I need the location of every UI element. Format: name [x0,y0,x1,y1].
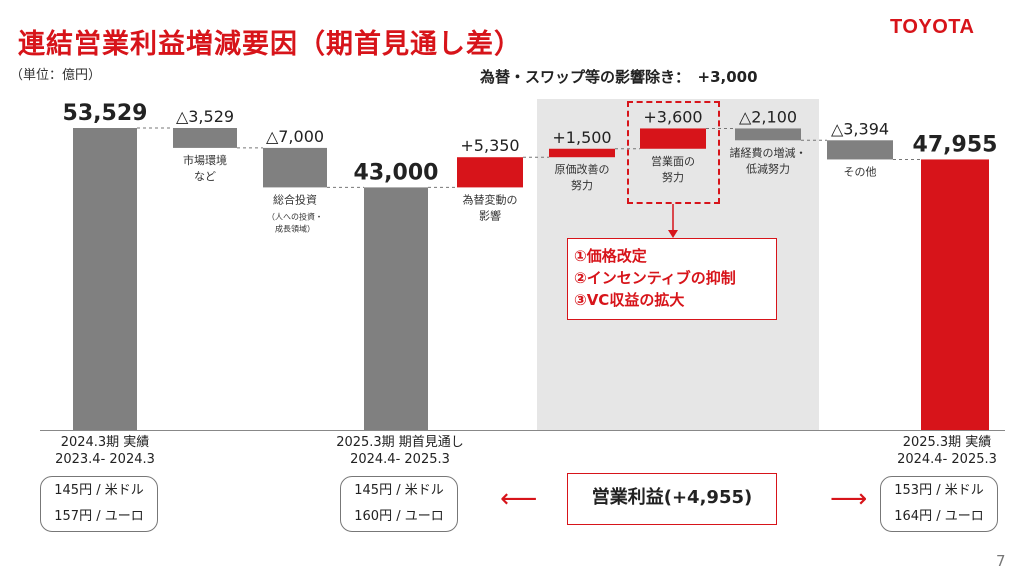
total-bar [921,159,989,431]
value-label: △2,100 [739,107,797,126]
fx-usd: 145円 / 米ドル [354,483,444,498]
unit-label: （単位：億円） [10,68,102,83]
category-label: 為替変動の影響 [463,192,518,222]
period-name: 2024.3期 実績 [60,435,150,450]
period-name: 2025.3期 実績 [902,435,992,450]
measure-item: ①価格改定 [574,247,647,265]
sales-measures-box: ①価格改定 ②インセンティブの抑制 ③VC収益の拡大 [567,238,777,320]
fx-rate-box-2025: 153円 / 米ドル 164円 / ユーロ [880,476,998,532]
fx-usd: 145円 / 米ドル [54,483,144,498]
fx-rate-box-2024: 145円 / 米ドル 157円 / ユーロ [40,476,158,532]
category-label: 諸経費の増減・低減努力 [730,145,807,175]
delta-bar [640,128,706,149]
period-name: 2025.3期 期首見通し [336,435,464,450]
operating-profit-box: 営業利益(+4,955) [567,473,777,525]
period-range: 2024.4- 2025.3 [350,452,450,467]
period-label-2025: 2025.3期 実績 2024.4- 2025.3 [880,434,1014,468]
value-label: 53,529 [63,101,148,126]
value-label: +1,500 [552,128,611,147]
measure-item: ③VC収益の拡大 [574,291,685,309]
fx-eur: 157円 / ユーロ [54,509,144,524]
value-label: +5,350 [460,136,519,155]
value-label: 47,955 [913,132,998,157]
value-label: 43,000 [354,160,439,185]
fx-usd: 153円 / 米ドル [894,483,984,498]
period-range: 2024.4- 2025.3 [897,452,997,467]
fx-rate-box-forecast: 145円 / 米ドル 160円 / ユーロ [340,476,458,532]
delta-bar [263,147,327,188]
category-label: 原価改善の努力 [555,162,610,192]
delta-bar [457,157,523,188]
fx-eur: 160円 / ユーロ [354,509,444,524]
value-label: △3,394 [831,119,889,138]
fx-excluded-note: 為替・スワップ等の影響除き： +3,000 [480,68,758,86]
category-label: その他 [844,165,877,178]
period-label-2024: 2024.3期 実績 2023.4- 2024.3 [38,434,172,468]
delta-bar [735,128,801,141]
sales-effort-highlight-box [627,101,720,204]
category-label: 総合投資（人への投資・成長領域） [267,192,323,233]
fx-eur: 164円 / ユーロ [894,509,984,524]
total-bar [73,128,137,430]
toyota-logo: TOYOTA [890,16,975,38]
period-label-forecast: 2025.3期 期首見通し 2024.4- 2025.3 [320,434,480,468]
delta-bar [173,128,237,148]
value-label: +3,600 [643,107,702,126]
delta-bar [827,140,893,160]
total-bar [364,187,428,430]
category-label: 市場環境など [183,153,227,183]
delta-bar [549,148,615,158]
category-label: 営業面の努力 [651,154,695,184]
value-label: △3,529 [176,107,234,126]
page-number: 7 [996,552,1006,570]
measure-item: ②インセンティブの抑制 [574,269,736,287]
value-label: △7,000 [266,127,324,146]
arrow-right-icon: ⟶ [830,484,868,514]
slide-title: 連結営業利益増減要因（期首見通し差） [18,29,522,60]
arrow-left-icon: ⟵ [500,484,538,514]
chart-baseline [40,430,1005,431]
period-range: 2023.4- 2024.3 [55,452,155,467]
